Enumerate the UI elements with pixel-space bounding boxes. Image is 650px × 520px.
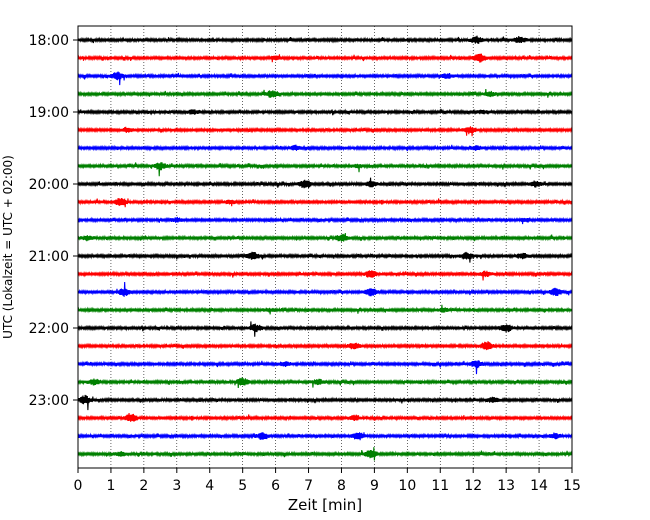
x-tick-label: 14 bbox=[530, 478, 548, 494]
x-axis-label: Zeit [min] bbox=[288, 496, 362, 514]
y-tick-label: 20:00 bbox=[29, 177, 69, 193]
x-tick-label: 5 bbox=[238, 478, 247, 494]
x-tick-label: 7 bbox=[304, 478, 313, 494]
x-tick-label: 3 bbox=[172, 478, 181, 494]
y-tick-label: 22:00 bbox=[29, 321, 69, 337]
x-tick-label: 10 bbox=[398, 478, 416, 494]
x-tick-label: 11 bbox=[431, 478, 449, 494]
y-axis-label: UTC (Lokalzeit = UTC + 02:00) bbox=[1, 155, 15, 339]
x-tick-label: 4 bbox=[205, 478, 214, 494]
plot-frame bbox=[77, 25, 573, 469]
y-tick-label: 19:00 bbox=[29, 105, 69, 121]
x-axis: 0 1 2 3 4 5 6 7 8 9 10 11 12 13 14 15 bbox=[74, 468, 581, 494]
x-tick-label: 15 bbox=[563, 478, 581, 494]
y-tick-label: 21:00 bbox=[29, 249, 69, 265]
trace-group bbox=[77, 35, 573, 461]
y-tick-label: 18:00 bbox=[29, 33, 69, 49]
x-tick-label: 12 bbox=[464, 478, 482, 494]
y-tick-label: 23:00 bbox=[29, 393, 69, 409]
y-axis: 18:00 19:00 20:00 21:00 22:00 23:00 bbox=[29, 33, 78, 409]
x-tick-label: 0 bbox=[74, 478, 83, 494]
x-tick-label: 6 bbox=[271, 478, 280, 494]
x-tick-label: 8 bbox=[337, 478, 346, 494]
x-tick-label: 13 bbox=[497, 478, 515, 494]
x-tick-label: 1 bbox=[106, 478, 115, 494]
x-tick-label: 2 bbox=[139, 478, 148, 494]
x-tick-label: 9 bbox=[370, 478, 379, 494]
